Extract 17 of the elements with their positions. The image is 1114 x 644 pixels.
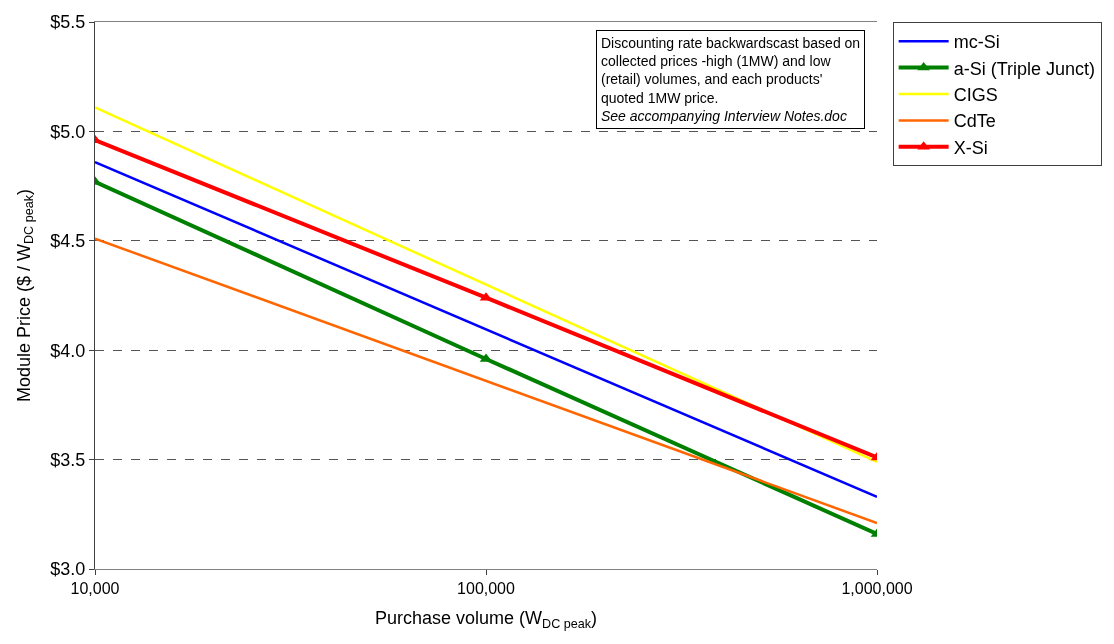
- x-axis-title: Purchase volume (W$_{DC peak}$): [374, 608, 598, 632]
- y-tick-label: $4.0: [50, 340, 86, 361]
- y-tick-label: $5.5: [50, 12, 86, 33]
- y-tick-label: $5.0: [50, 121, 86, 142]
- y-tick-label: $4.5: [50, 231, 86, 252]
- annotation: Discounting rate backwardscast based on collected prices -high (1MW) and low (retail) volumes, and each products' quoted 1MW price.: [601, 35, 861, 106]
- y-tick-label: $3.5: [50, 449, 86, 470]
- legend-label: X-Si: [953, 137, 988, 158]
- x-tick-label: 10,000: [70, 580, 120, 598]
- y-tick-label: $3.0: [50, 559, 86, 580]
- x-tick-label: 100,000: [457, 580, 516, 598]
- legend-label: a-Si (Triple Junct): [953, 58, 1096, 79]
- annotation: See accompanying Interview Notes.doc: [601, 107, 847, 124]
- legend-label: CIGS: [953, 85, 998, 106]
- legend-label: CdTe: [953, 111, 996, 132]
- legend-label: mc-Si: [953, 32, 1000, 53]
- x-tick-label: 1,000,000: [841, 580, 913, 598]
